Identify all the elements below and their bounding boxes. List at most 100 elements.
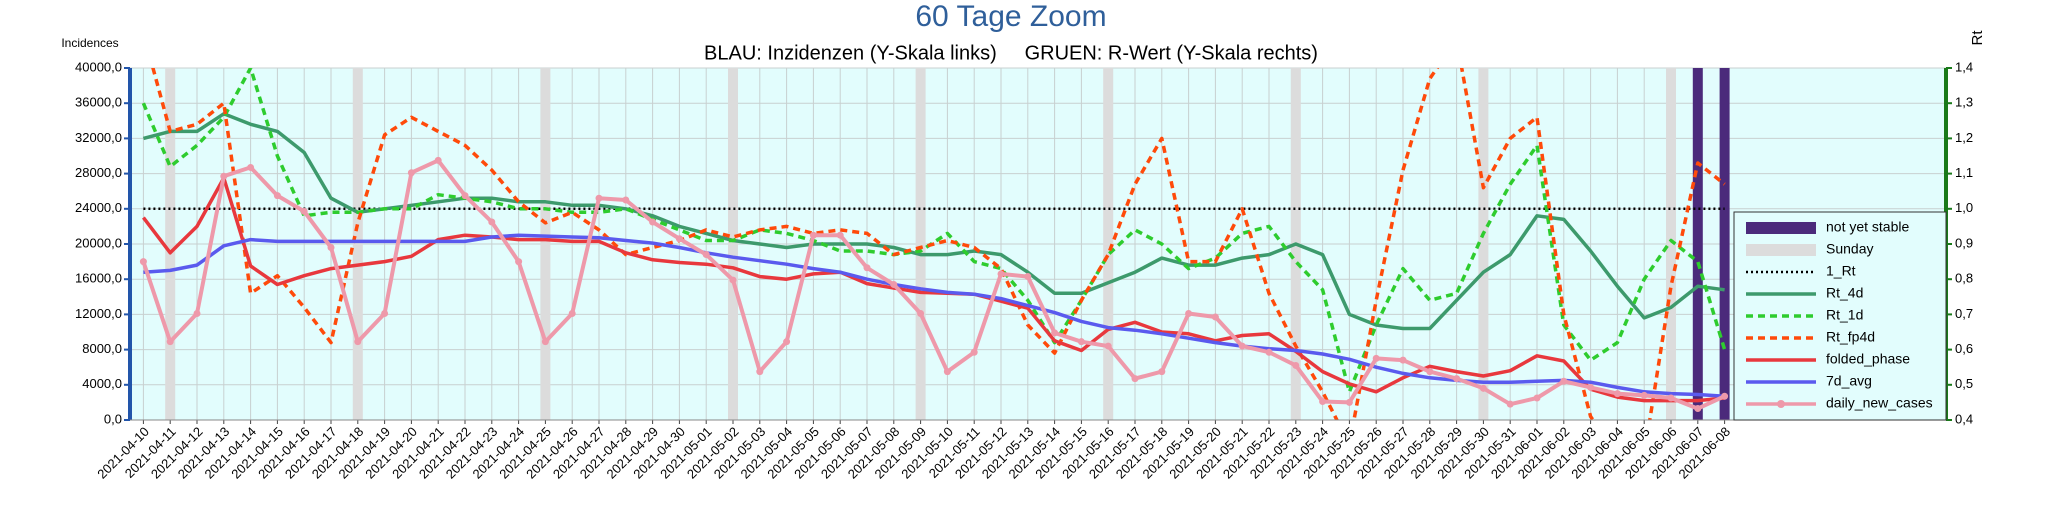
legend-label: daily_new_cases [1826, 395, 1933, 411]
point [756, 368, 764, 376]
point [1533, 394, 1541, 402]
bar [1719, 68, 1730, 420]
point [836, 231, 844, 239]
legend-marker [1777, 400, 1785, 408]
y-tick-label: 8000,0 [82, 341, 122, 356]
point [1238, 342, 1246, 350]
point [1721, 392, 1729, 400]
point [702, 251, 710, 259]
point [1613, 390, 1621, 398]
point [1024, 273, 1032, 281]
chart-subtitle: BLAU: Inzidenzen (Y-Skala links) GRUEN: … [704, 42, 1318, 64]
point [997, 270, 1005, 278]
point [809, 231, 817, 239]
point [1667, 394, 1675, 402]
point [1560, 377, 1568, 385]
point [1640, 391, 1648, 399]
legend-label: 7d_avg [1826, 373, 1872, 389]
point [568, 310, 576, 318]
legend-label: Rt_fp4d [1826, 329, 1875, 345]
point [622, 196, 630, 204]
chart-title: 60 Tage Zoom [915, 0, 1106, 33]
series-line [142, 176, 1725, 403]
bar [1103, 68, 1114, 420]
point [515, 258, 523, 266]
point [1453, 375, 1461, 383]
point [1131, 375, 1139, 383]
point [675, 235, 683, 243]
point [139, 258, 147, 266]
point [1185, 310, 1193, 318]
point [381, 310, 389, 318]
point [1372, 354, 1380, 362]
point [247, 163, 255, 171]
point [970, 348, 978, 356]
series-line [151, 68, 1726, 420]
series-line [141, 68, 1727, 394]
legend-label: Rt_4d [1826, 285, 1863, 301]
y-tick-label: 12000,0 [75, 306, 122, 321]
point [1694, 405, 1702, 413]
series-line [141, 158, 1726, 411]
legend-label: not yet stable [1826, 219, 1909, 235]
y-tick-label: 0,0 [104, 411, 122, 426]
y2-tick-label: 1,3 [1955, 95, 1973, 110]
y2-tick-label: 0,7 [1955, 306, 1973, 321]
point [595, 194, 603, 202]
point [1292, 361, 1300, 369]
bar [1666, 68, 1676, 420]
point [1345, 398, 1353, 406]
legend-label: Sunday [1826, 241, 1873, 257]
point [1104, 342, 1112, 350]
point [193, 310, 201, 318]
y2-tick-label: 1,2 [1955, 130, 1973, 145]
bar [1478, 68, 1489, 420]
y2-tick-label: 0,5 [1955, 376, 1973, 391]
point [1506, 400, 1514, 408]
point [890, 280, 898, 288]
bar [728, 68, 738, 420]
point [1158, 368, 1166, 376]
point [407, 169, 415, 177]
bar [1692, 68, 1703, 420]
y-tick-label: 20000,0 [75, 235, 122, 250]
point [729, 276, 737, 284]
legend-swatch [1746, 244, 1816, 256]
point [434, 156, 442, 164]
y-tick-label: 28000,0 [75, 165, 122, 180]
point [1426, 368, 1434, 376]
y2-tick-label: 1,1 [1955, 165, 1973, 180]
point [1587, 383, 1595, 391]
point [327, 244, 335, 252]
point [461, 192, 469, 200]
point [1265, 348, 1273, 356]
legend-label: folded_phase [1826, 351, 1910, 367]
y-tick-label: 24000,0 [75, 200, 122, 215]
y-axis-label: Incidences [61, 36, 118, 50]
point [354, 338, 362, 346]
point [1319, 398, 1327, 406]
point [300, 207, 308, 215]
bar [915, 68, 926, 420]
point [649, 218, 657, 226]
y2-tick-label: 0,9 [1955, 235, 1973, 250]
point [220, 172, 228, 180]
point [863, 264, 871, 272]
y-tick-label: 32000,0 [75, 130, 122, 145]
y2-axis-label: Rt [1969, 30, 1986, 46]
y-tick-label: 36000,0 [75, 95, 122, 110]
bar [165, 68, 176, 420]
point [488, 218, 496, 226]
legend-label: Rt_1d [1826, 307, 1863, 323]
point [917, 310, 925, 318]
legend-label: 1_Rt [1826, 263, 1856, 279]
legend-swatch [1746, 222, 1816, 234]
point [1399, 356, 1407, 364]
bar [352, 68, 363, 420]
y-tick-label: 40000,0 [75, 59, 122, 74]
point [783, 338, 791, 346]
point [273, 192, 281, 200]
point [1051, 329, 1059, 337]
y2-tick-label: 0,6 [1955, 341, 1973, 356]
point [166, 338, 174, 346]
